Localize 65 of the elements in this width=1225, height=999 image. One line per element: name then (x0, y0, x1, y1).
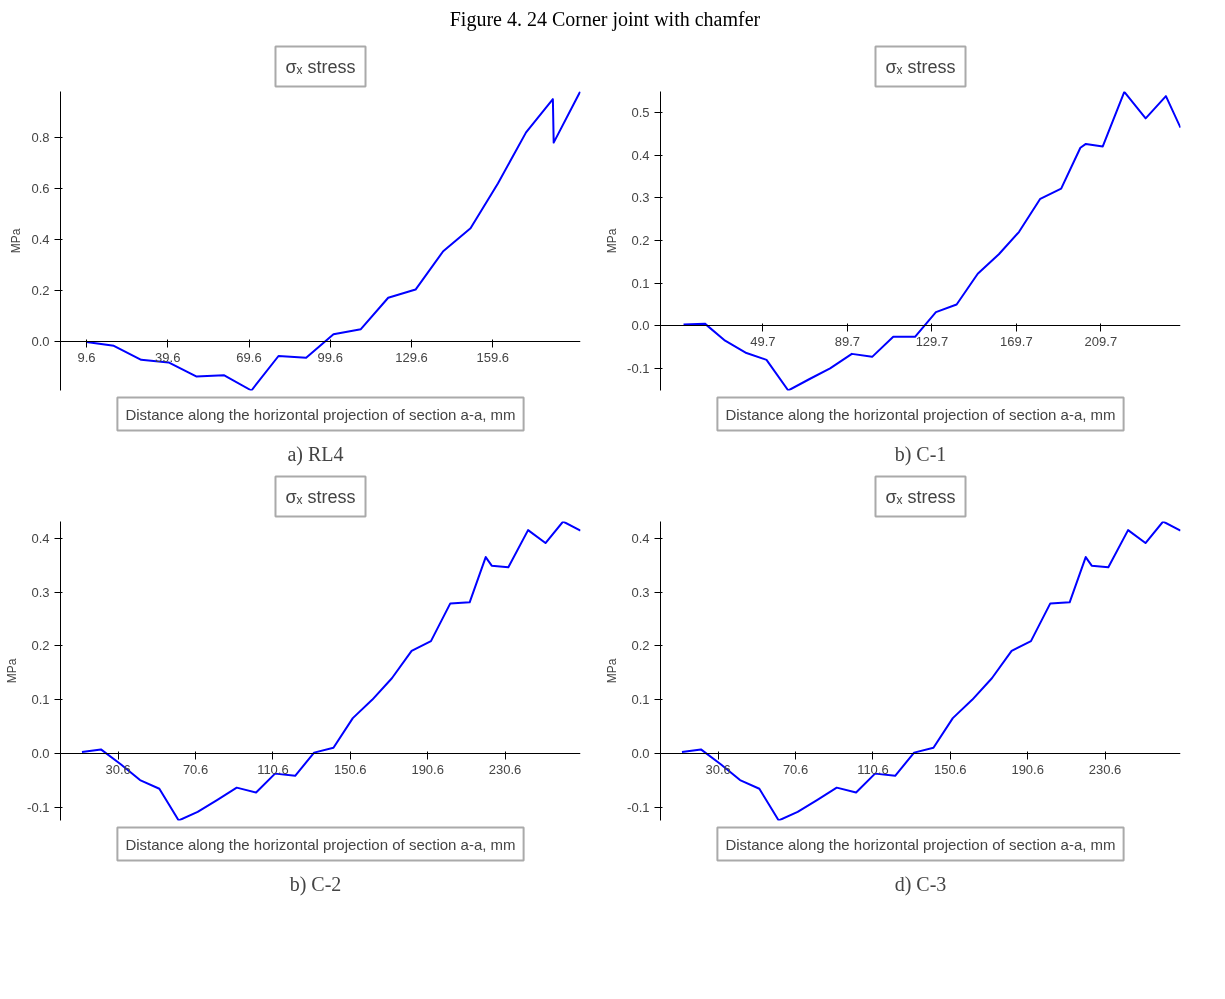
x-tick-label: 110.6 (257, 761, 289, 777)
x-axis-title: Distance along the horizontal projection of section a-a, mm (725, 835, 1116, 853)
text: b) C-1 (894, 442, 947, 466)
x-tick-label: 69.6 (236, 349, 262, 365)
y-tick-label: 0.2 (31, 282, 50, 298)
x-tick-label: 49.7 (750, 333, 776, 349)
y-tick-label: 0.0 (31, 334, 50, 350)
y-tick-label: 0.3 (631, 584, 650, 600)
y-axis-title: MPa (5, 657, 20, 683)
x-tick-label: 39.6 (155, 349, 181, 365)
x-tick-label: 190.6 (1011, 761, 1044, 777)
x-axis-title: Distance along the horizontal projection of section a-a, mm (125, 405, 516, 423)
x-tick-label: 70.6 (782, 761, 809, 777)
y-tick-label: 0.2 (631, 232, 650, 248)
x-axis-title: Distance along the horizontal projection of section a-a, mm (125, 835, 516, 853)
x-tick-label: 99.6 (317, 349, 343, 365)
chart-title: σₓ stress (885, 56, 956, 77)
x-tick-label: 209.7 (1084, 333, 1118, 349)
x-tick-label: 190.6 (411, 761, 444, 777)
x-tick-label: 150.6 (934, 761, 967, 777)
y-tick-label: 0.3 (31, 584, 50, 600)
text: b) C-2 (289, 872, 342, 896)
line-series (680, 521, 1181, 821)
y-tick-label: 0.4 (631, 530, 650, 546)
y-tick-label: 0.4 (31, 530, 50, 546)
y-axis-title: MPa (605, 227, 620, 253)
x-tick-label: 150.6 (334, 761, 367, 777)
y-tick-label: 0.0 (631, 317, 650, 333)
x-tick-label: 110.6 (857, 761, 889, 777)
text: d) C-3 (894, 872, 947, 896)
x-tick-label: 9.6 (77, 349, 96, 365)
y-tick-label: 0.2 (31, 638, 50, 654)
y-tick-label: -0.1 (27, 799, 50, 815)
y-axis-title: MPa (9, 227, 24, 253)
x-tick-label: 230.6 (1088, 761, 1122, 777)
x-tick-label: 89.7 (834, 333, 861, 349)
y-tick-label: 0.5 (631, 104, 650, 120)
y-tick-label: -0.1 (627, 799, 650, 815)
y-tick-label: 0.4 (31, 231, 50, 247)
caption: Figure 4. 24 Corner joint with chamfer (449, 7, 761, 33)
y-tick-label: -0.1 (627, 360, 650, 376)
y-axis-title: MPa (605, 657, 620, 683)
y-tick-label: 0.6 (31, 180, 50, 196)
y-tick-label: 0.1 (31, 691, 50, 707)
line-series (682, 91, 1181, 391)
x-tick-label: 169.7 (1000, 333, 1033, 349)
chart-title: σₓ stress (885, 486, 956, 507)
y-tick-label: 0.8 (31, 129, 50, 145)
y-tick-label: 0.0 (631, 745, 650, 761)
line-series (80, 521, 581, 821)
y-tick-label: 0.3 (631, 190, 650, 206)
chart-title: σₓ stress (285, 486, 356, 507)
y-tick-label: 0.2 (631, 638, 650, 654)
x-axis-title: Distance along the horizontal projection of section a-a, mm (725, 405, 1116, 423)
x-tick-label: 230.6 (488, 761, 522, 777)
y-tick-label: 0.1 (631, 275, 650, 291)
chart-title: σₓ stress (285, 56, 356, 77)
y-tick-label: 0.4 (631, 147, 650, 163)
x-tick-label: 70.6 (182, 761, 209, 777)
text: a) RL4 (287, 442, 344, 466)
y-tick-label: 0.1 (631, 691, 650, 707)
x-tick-label: 129.6 (395, 349, 428, 365)
x-tick-label: 129.7 (915, 333, 949, 349)
x-tick-label: 159.6 (476, 349, 510, 365)
y-tick-label: 0.0 (31, 745, 50, 761)
